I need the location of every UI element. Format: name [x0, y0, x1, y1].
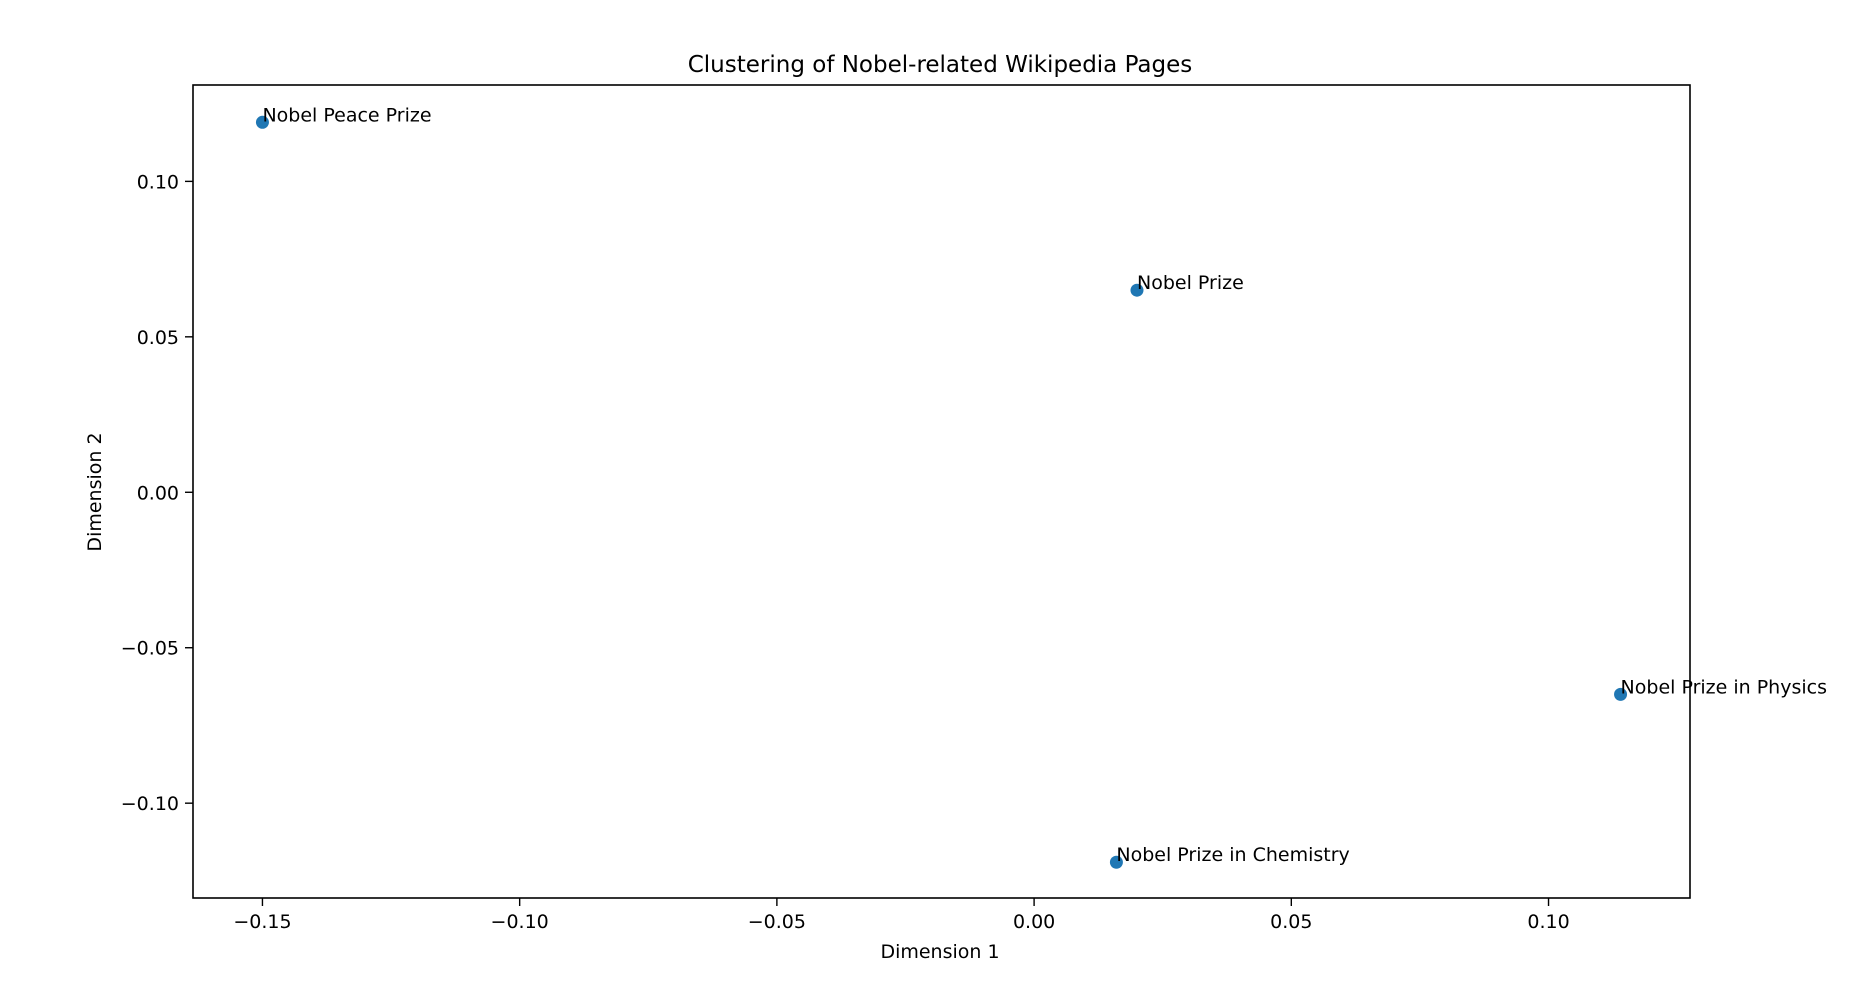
- data-point: [1614, 687, 1628, 701]
- y-tick-label: −0.05: [121, 638, 179, 660]
- plot-frame: [192, 84, 1691, 899]
- x-tick-label: −0.15: [233, 911, 291, 933]
- chart-title: Clustering of Nobel-related Wikipedia Pa…: [688, 52, 1193, 78]
- y-tick-label: 0.05: [137, 327, 179, 349]
- chart-marks: Nobel Peace Prize Nobel Prize Nobel Prize …: [255, 104, 1827, 869]
- data-point: [1130, 283, 1144, 297]
- y-axis-label: Dimension 2: [84, 432, 106, 551]
- y-tick-label: −0.10: [121, 793, 179, 815]
- x-tick-label: 0.10: [1527, 911, 1569, 933]
- y-axis: −0.10 −0.05 0.00 0.05 0.10: [121, 171, 193, 815]
- x-tick-label: −0.05: [748, 911, 806, 933]
- x-tick-label: 0.05: [1270, 911, 1312, 933]
- data-point: [255, 115, 269, 129]
- data-point-label: Nobel Prize: [1137, 272, 1244, 294]
- data-point-label: Nobel Prize in Physics: [1621, 676, 1827, 698]
- y-tick-label: 0.10: [137, 171, 179, 193]
- y-tick-label: 0.00: [137, 482, 179, 504]
- x-axis-label: Dimension 1: [880, 941, 999, 963]
- x-tick-label: 0.00: [1013, 911, 1055, 933]
- x-axis: −0.15 −0.10 −0.05 0.00 0.05 0.10: [233, 898, 1570, 933]
- data-point: [1109, 855, 1123, 869]
- x-tick-label: −0.10: [491, 911, 549, 933]
- data-point-label: Nobel Peace Prize: [262, 104, 431, 126]
- data-point-label: Nobel Prize in Chemistry: [1116, 844, 1349, 866]
